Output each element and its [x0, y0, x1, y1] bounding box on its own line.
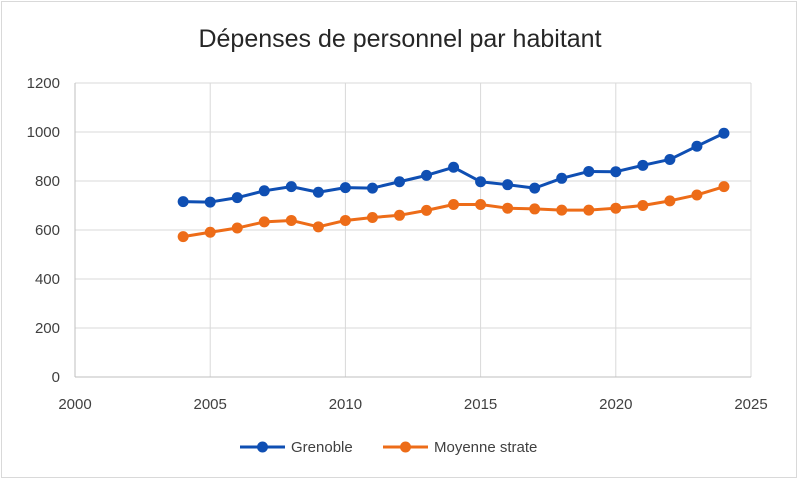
y-tick-label: 0 [52, 369, 60, 386]
series-grenoble [177, 127, 730, 208]
data-point [339, 182, 351, 194]
x-tick-label: 2015 [464, 396, 497, 413]
data-point [475, 176, 487, 188]
x-tick-label: 2010 [329, 396, 362, 413]
data-point [448, 199, 460, 211]
axes [74, 83, 751, 378]
y-tick-label: 1000 [27, 124, 60, 141]
data-point [421, 204, 433, 216]
data-point [502, 202, 514, 214]
gridlines [75, 82, 752, 377]
data-point [421, 169, 433, 181]
data-point [339, 214, 351, 226]
legend-label: Grenoble [291, 439, 353, 456]
y-tick-label: 800 [35, 173, 60, 190]
data-point [583, 165, 595, 177]
x-axis-ticks: 2000 2005 2010 2015 2020 2025 [58, 396, 767, 413]
data-point [610, 202, 622, 214]
data-point [177, 196, 189, 208]
data-point [177, 231, 189, 243]
y-tick-label: 400 [35, 271, 60, 288]
series-moyenne-strate [177, 181, 730, 243]
y-tick-label: 600 [35, 222, 60, 239]
data-point [393, 176, 405, 188]
data-point [204, 226, 216, 238]
x-tick-label: 2020 [599, 396, 632, 413]
chart-title: Dépenses de personnel par habitant [198, 25, 601, 53]
data-point [556, 204, 568, 216]
data-point [393, 209, 405, 221]
y-tick-label: 1200 [27, 75, 60, 92]
data-point [691, 189, 703, 201]
legend-item: Grenoble [240, 439, 353, 456]
data-point [556, 172, 568, 184]
x-tick-label: 2005 [194, 396, 227, 413]
x-tick-label: 2025 [734, 396, 767, 413]
data-point [231, 222, 243, 234]
data-point [637, 159, 649, 171]
data-point [529, 182, 541, 194]
data-point [664, 153, 676, 165]
y-tick-label: 200 [35, 320, 60, 337]
data-point [285, 214, 297, 226]
legend-label: Moyenne strate [434, 439, 537, 456]
data-point [475, 199, 487, 211]
data-point [529, 203, 541, 215]
data-point [231, 192, 243, 204]
legend-item: Moyenne strate [383, 439, 537, 456]
legend-marker [400, 441, 411, 453]
data-point [718, 127, 730, 139]
x-tick-label: 2000 [58, 396, 91, 413]
data-point [258, 216, 270, 228]
legend-marker [257, 441, 268, 453]
data-point [285, 181, 297, 193]
data-point [448, 161, 460, 173]
data-point [691, 140, 703, 152]
data-point [258, 185, 270, 197]
data-point [637, 200, 649, 211]
data-point [312, 186, 324, 198]
data-point [583, 204, 595, 216]
data-point [312, 221, 324, 233]
data-point [366, 182, 378, 194]
data-point [664, 195, 676, 207]
series-group [177, 127, 730, 243]
data-point [610, 166, 622, 178]
y-axis-ticks: 0 200 400 600 800 1000 1200 [27, 75, 60, 386]
data-point [502, 179, 514, 191]
data-point [366, 212, 378, 224]
data-point [204, 196, 216, 208]
legend: Grenoble Moyenne strate [240, 439, 537, 456]
data-point [718, 181, 730, 193]
